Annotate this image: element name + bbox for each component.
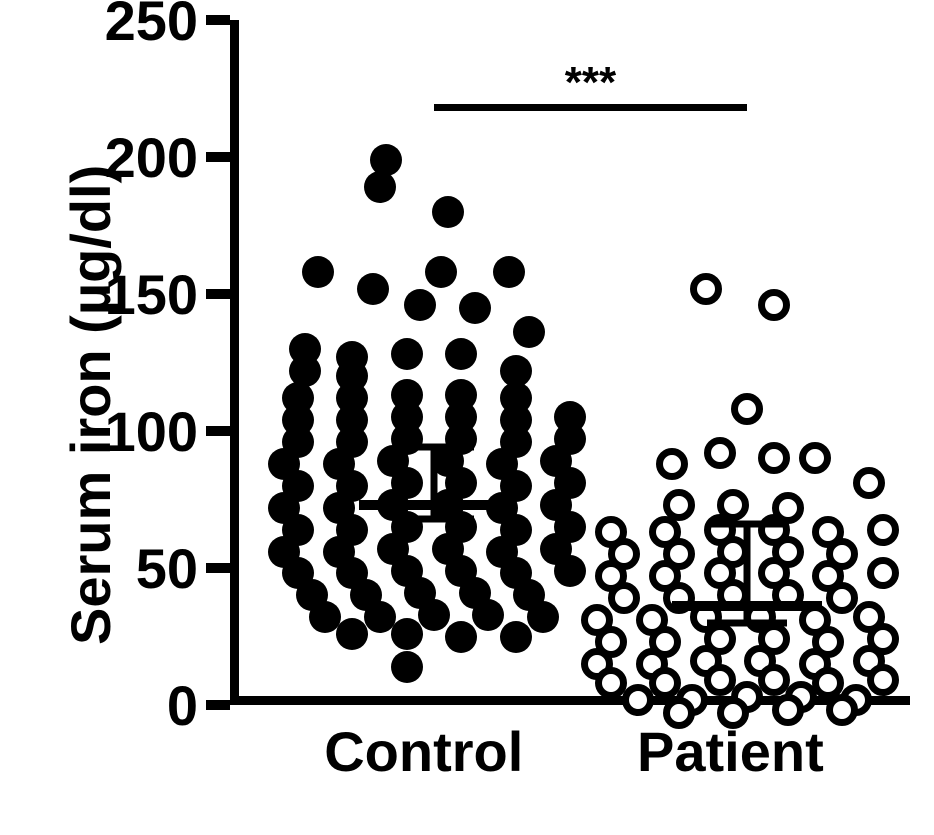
- x-category-label: Control: [324, 719, 523, 784]
- y-tick: [206, 152, 230, 162]
- filled-point: [493, 256, 525, 288]
- open-point: [826, 582, 858, 614]
- y-tick-label: 0: [167, 673, 198, 738]
- x-category-label: Patient: [637, 719, 824, 784]
- y-axis: [230, 20, 239, 705]
- open-point: [826, 694, 858, 726]
- filled-point: [527, 601, 559, 633]
- y-tick-label: 150: [105, 262, 198, 327]
- mean-line: [359, 500, 509, 510]
- open-point: [867, 557, 899, 589]
- filled-point: [445, 338, 477, 370]
- open-point: [622, 684, 654, 716]
- error-cap: [394, 444, 474, 451]
- filled-point: [336, 618, 368, 650]
- filled-point: [513, 316, 545, 348]
- filled-point: [425, 256, 457, 288]
- filled-point: [391, 618, 423, 650]
- filled-point: [445, 621, 477, 653]
- open-point: [867, 664, 899, 696]
- y-tick-label: 250: [105, 0, 198, 53]
- open-point: [608, 582, 640, 614]
- filled-point: [391, 651, 423, 683]
- y-tick-label: 100: [105, 399, 198, 464]
- open-point: [704, 437, 736, 469]
- plot-area: ***: [230, 20, 910, 705]
- open-point: [656, 448, 688, 480]
- filled-point: [418, 599, 450, 631]
- y-tick: [206, 289, 230, 299]
- filled-point: [364, 171, 396, 203]
- open-point: [758, 289, 790, 321]
- y-tick: [206, 700, 230, 710]
- open-point: [731, 393, 763, 425]
- y-tick: [206, 15, 230, 25]
- y-tick-label: 200: [105, 125, 198, 190]
- filled-point: [404, 289, 436, 321]
- filled-point: [472, 599, 504, 631]
- error-cap: [707, 521, 787, 528]
- open-point: [799, 442, 831, 474]
- filled-point: [459, 292, 491, 324]
- open-point: [853, 467, 885, 499]
- error-cap: [394, 515, 474, 522]
- mean-line: [672, 601, 822, 611]
- filled-point: [554, 555, 586, 587]
- error-cap: [707, 619, 787, 626]
- filled-point: [302, 256, 334, 288]
- y-tick: [206, 563, 230, 573]
- filled-point: [357, 273, 389, 305]
- open-point: [867, 514, 899, 546]
- y-tick: [206, 426, 230, 436]
- open-point: [690, 273, 722, 305]
- filled-point: [500, 621, 532, 653]
- y-tick-label: 50: [136, 536, 198, 601]
- filled-point: [432, 196, 464, 228]
- filled-point: [391, 338, 423, 370]
- open-point: [758, 442, 790, 474]
- serum-iron-scatter-chart: *** Serum iron (µg/dl) 050100150200250Co…: [0, 0, 934, 835]
- significance-asterisks: ***: [540, 58, 640, 108]
